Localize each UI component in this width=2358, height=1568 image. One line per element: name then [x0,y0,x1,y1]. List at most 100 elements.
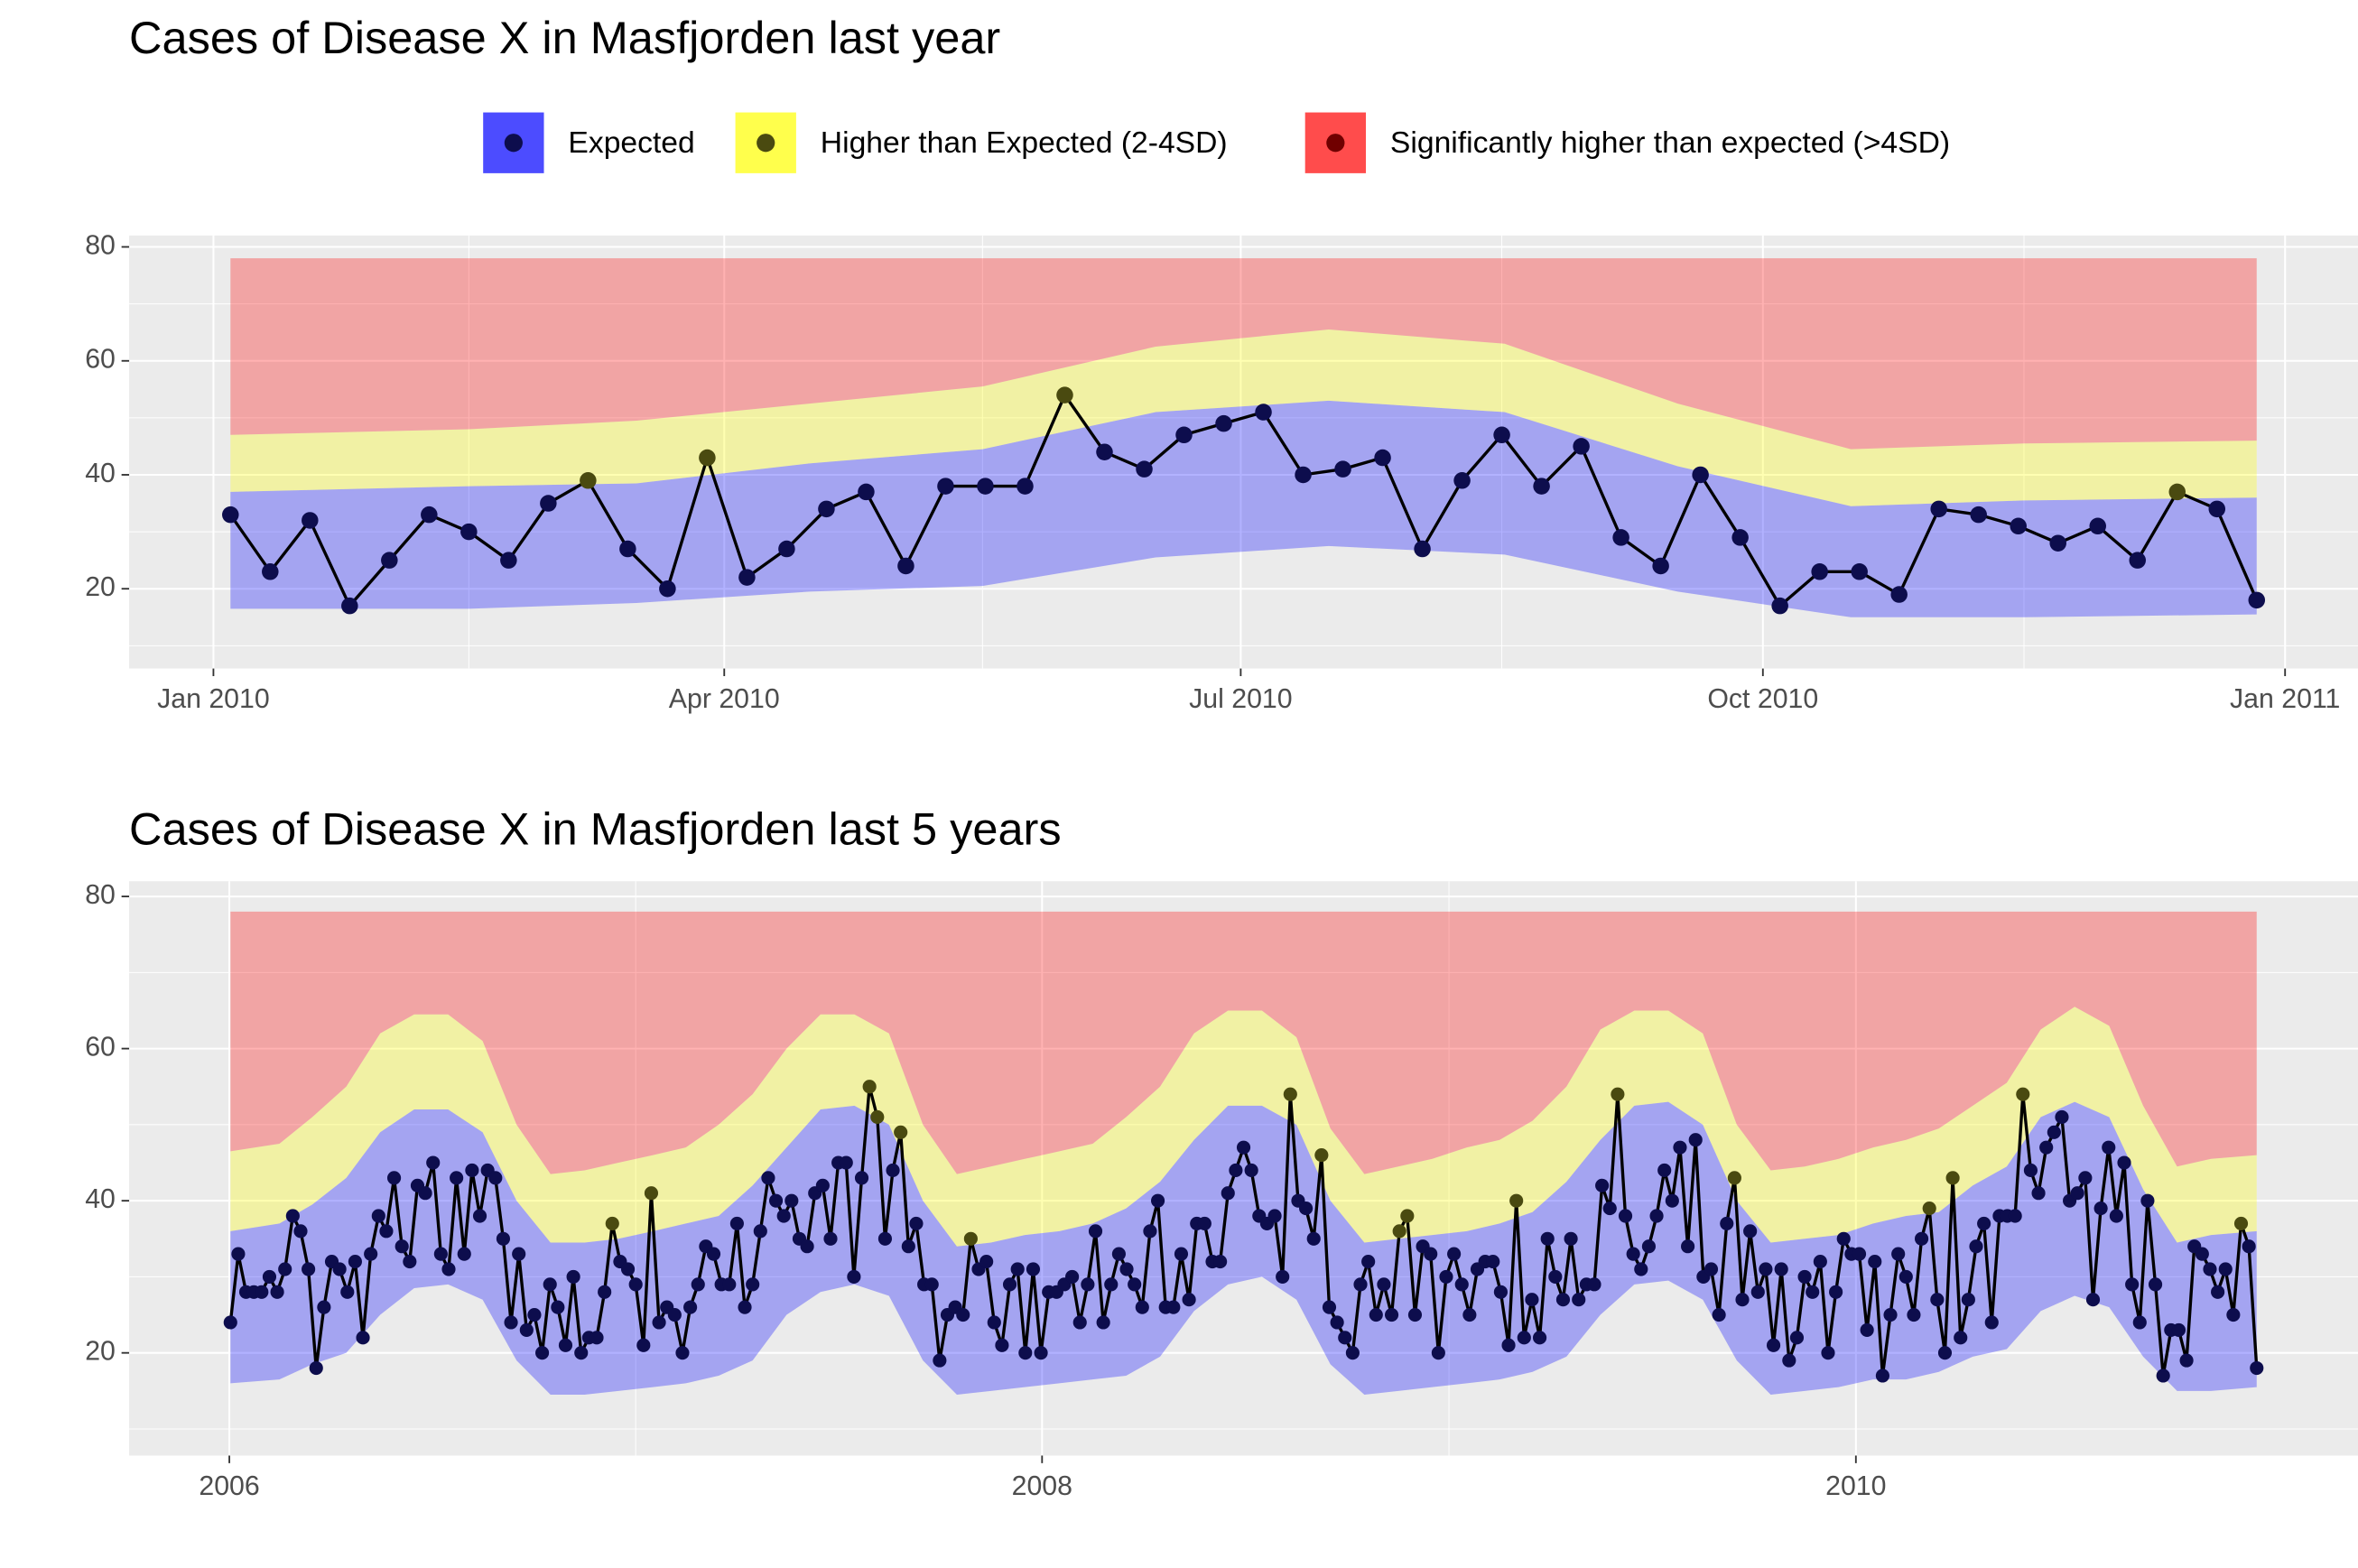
case-point [590,1331,604,1345]
case-point [1673,1140,1687,1155]
case-point [1276,1269,1290,1284]
case-point [823,1231,838,1246]
case-point [1922,1202,1936,1216]
case-point [1930,1293,1945,1307]
case-point [1215,414,1232,432]
x-tick-label: Apr 2010 [669,684,780,714]
case-point [2226,1307,2241,1322]
case-point [1119,1262,1134,1276]
case-point [1111,1247,1126,1261]
case-point [753,1224,767,1239]
case-point [465,1163,479,1178]
case-point [302,1262,316,1276]
legend-dot [1326,134,1345,153]
case-point [433,1247,448,1261]
case-point [1688,1133,1703,1147]
case-point [262,563,279,580]
y-tick-label: 40 [85,459,116,488]
case-point [1665,1193,1679,1208]
case-point [2078,1171,2093,1185]
case-point [1954,1331,1968,1345]
case-point [551,1300,565,1314]
case-point [1384,1307,1399,1322]
case-point [722,1277,737,1292]
case-point [815,1178,830,1192]
case-point [341,597,358,615]
case-point [1782,1353,1796,1368]
case-point [776,1209,791,1223]
case-point [2109,1209,2123,1223]
case-point [278,1262,292,1276]
x-tick-label: 2006 [199,1471,259,1501]
case-point [2055,1109,2069,1125]
chart-title: Cases of Disease X in Masfjorden last ye… [129,12,1000,63]
case-point [2203,1262,2217,1276]
case-point [1704,1262,1719,1276]
case-point [1361,1254,1376,1269]
case-point [995,1338,1009,1352]
case-point [862,1080,877,1094]
case-point [620,1262,636,1276]
x-tick-label: Jul 2010 [1189,684,1292,714]
legend-dot [757,134,775,153]
case-point [1587,1277,1601,1292]
case-point [877,1231,892,1246]
y-tick-label: 80 [85,880,116,910]
case-point [768,1193,784,1208]
case-point [1602,1202,1617,1216]
case-point [332,1262,347,1276]
case-point [293,1224,308,1239]
case-point [1969,1239,1983,1254]
case-point [1414,540,1431,558]
case-point [1533,478,1550,495]
case-point [2047,1125,2061,1139]
case-point [348,1254,362,1269]
case-point [371,1209,385,1223]
case-point [1860,1322,1874,1337]
case-point [1377,1277,1391,1292]
case-point [778,540,795,558]
case-point [1081,1277,1095,1292]
case-point [2218,1262,2233,1276]
legend-label: Significantly higher than expected (>4SD… [1390,126,1950,160]
case-point [870,1109,885,1125]
case-point [897,557,914,575]
band-area [230,1101,2257,1396]
case-point [1564,1231,1578,1246]
case-point [937,478,954,495]
case-point [2208,500,2226,518]
case-point [426,1155,441,1170]
case-point [699,449,716,467]
case-point [1774,1262,1788,1276]
case-point [1509,1193,1524,1208]
case-point [738,569,756,586]
case-point [2156,1369,2170,1383]
plot-panel [129,235,2358,669]
case-point [1766,1338,1781,1352]
case-point [566,1269,580,1284]
case-point [317,1300,331,1314]
case-point [1221,1186,1235,1201]
case-point [2085,1293,2101,1307]
case-point [2023,1163,2038,1178]
case-point [222,506,239,524]
case-point [2008,1209,2022,1223]
case-point [1797,1269,1812,1284]
case-point [746,1277,760,1292]
case-point [909,1216,924,1231]
case-point [1400,1209,1415,1223]
case-point [1392,1224,1406,1239]
case-point [1836,1231,1851,1246]
case-point [1851,563,1868,580]
case-point [1735,1293,1750,1307]
case-point [1056,386,1073,404]
case-point [1096,443,1113,460]
case-point [386,1171,402,1185]
case-point [2016,1087,2030,1101]
case-point [1026,1262,1041,1276]
case-point [2233,1216,2249,1231]
x-tick-label: Jan 2011 [2230,684,2340,714]
case-point [818,500,835,518]
case-point [1454,1277,1469,1292]
case-point [1322,1300,1337,1314]
